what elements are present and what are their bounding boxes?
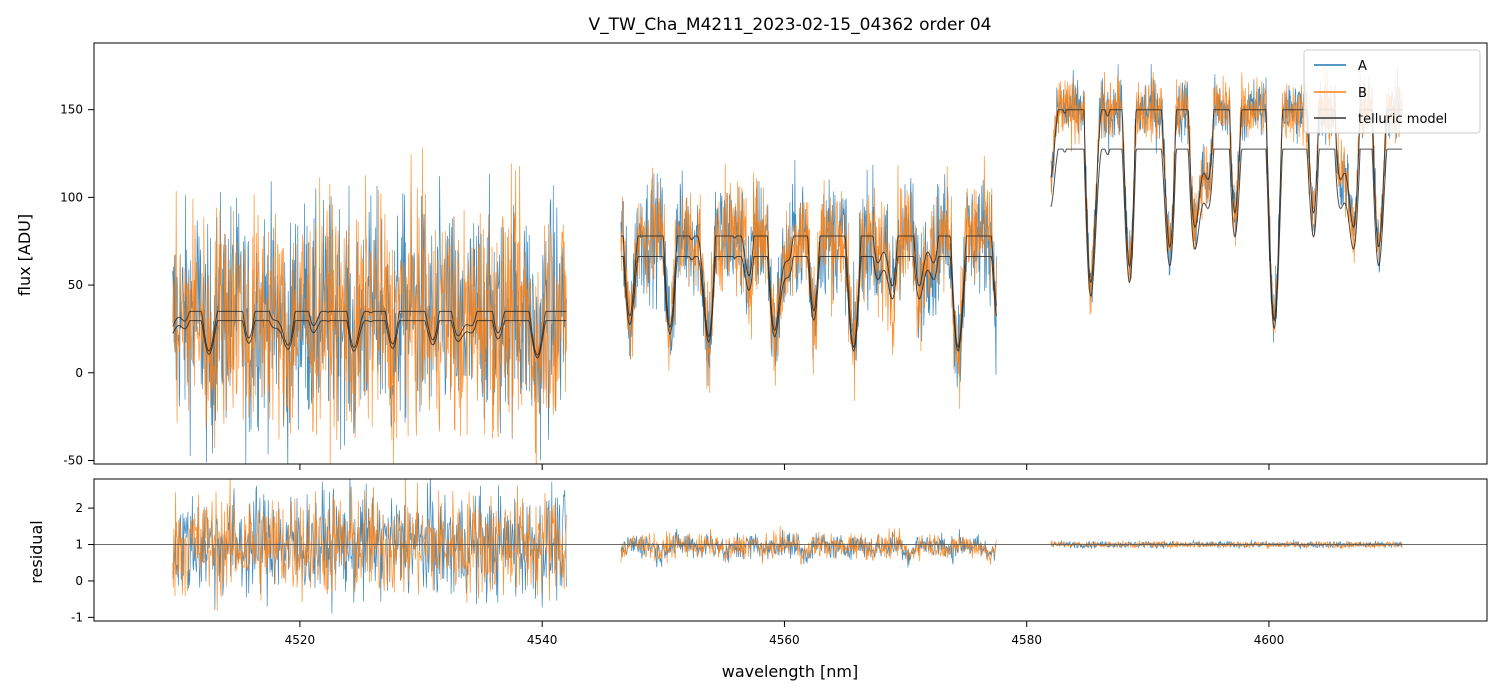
x-tick-label-2: 4560	[769, 633, 800, 647]
telluric-model-segment-3-1	[1050, 109, 1403, 322]
x-tick-label-1: 4540	[527, 633, 558, 647]
chart-title: V_TW_Cha_M4211_2023-02-15_04362 order 04	[589, 15, 992, 35]
legend: A B telluric model	[1303, 49, 1481, 134]
residual-y-tick-label-2: 1	[75, 538, 83, 552]
legend-box	[1303, 49, 1481, 134]
telluric-model-segment-1-1	[172, 310, 567, 356]
legend-label-a: A	[1358, 59, 1367, 74]
residual-y-tick-label-0: -1	[71, 610, 83, 624]
residual-panel: -1 0 1 2 4520 4540 4560 4580 4600 residual wave…	[27, 478, 1488, 681]
x-axis-label: wavelength [nm]	[722, 662, 859, 681]
main-panel: -50 0 50 100 150 flux [ADU]	[15, 42, 1488, 470]
main-y-tick-label-3: 100	[60, 190, 83, 204]
x-tick-label-3: 4580	[1011, 633, 1042, 647]
telluric-model-segment-1-2	[172, 320, 567, 359]
legend-label-b: B	[1358, 86, 1367, 101]
main-y-tick-label-0: -50	[63, 453, 83, 467]
residual-y-tick-label-1: 0	[75, 574, 83, 588]
main-axes-frame	[93, 42, 1488, 465]
x-tick-label-0: 4520	[285, 633, 316, 647]
telluric-model-segment-2-1	[620, 235, 997, 348]
residual-y-tick-label-3: 2	[75, 501, 83, 515]
main-y-tick-label-4: 150	[60, 103, 83, 117]
residual-b-segment-1	[172, 479, 567, 611]
x-tick-label-4: 4600	[1254, 633, 1285, 647]
telluric-model-segment-3-2	[1050, 148, 1403, 330]
main-y-axis-label: flux [ADU]	[15, 214, 34, 296]
legend-label-telluric: telluric model	[1358, 112, 1447, 127]
residual-axes-frame	[93, 478, 1488, 622]
residual-y-axis-label: residual	[27, 520, 46, 583]
telluric-model-segment-2-2	[620, 256, 997, 352]
main-y-tick-label-2: 50	[68, 278, 83, 292]
main-y-tick-label-1: 0	[75, 366, 83, 380]
series-b-segment-2	[620, 156, 997, 409]
series-b-segment-3	[1050, 65, 1403, 333]
